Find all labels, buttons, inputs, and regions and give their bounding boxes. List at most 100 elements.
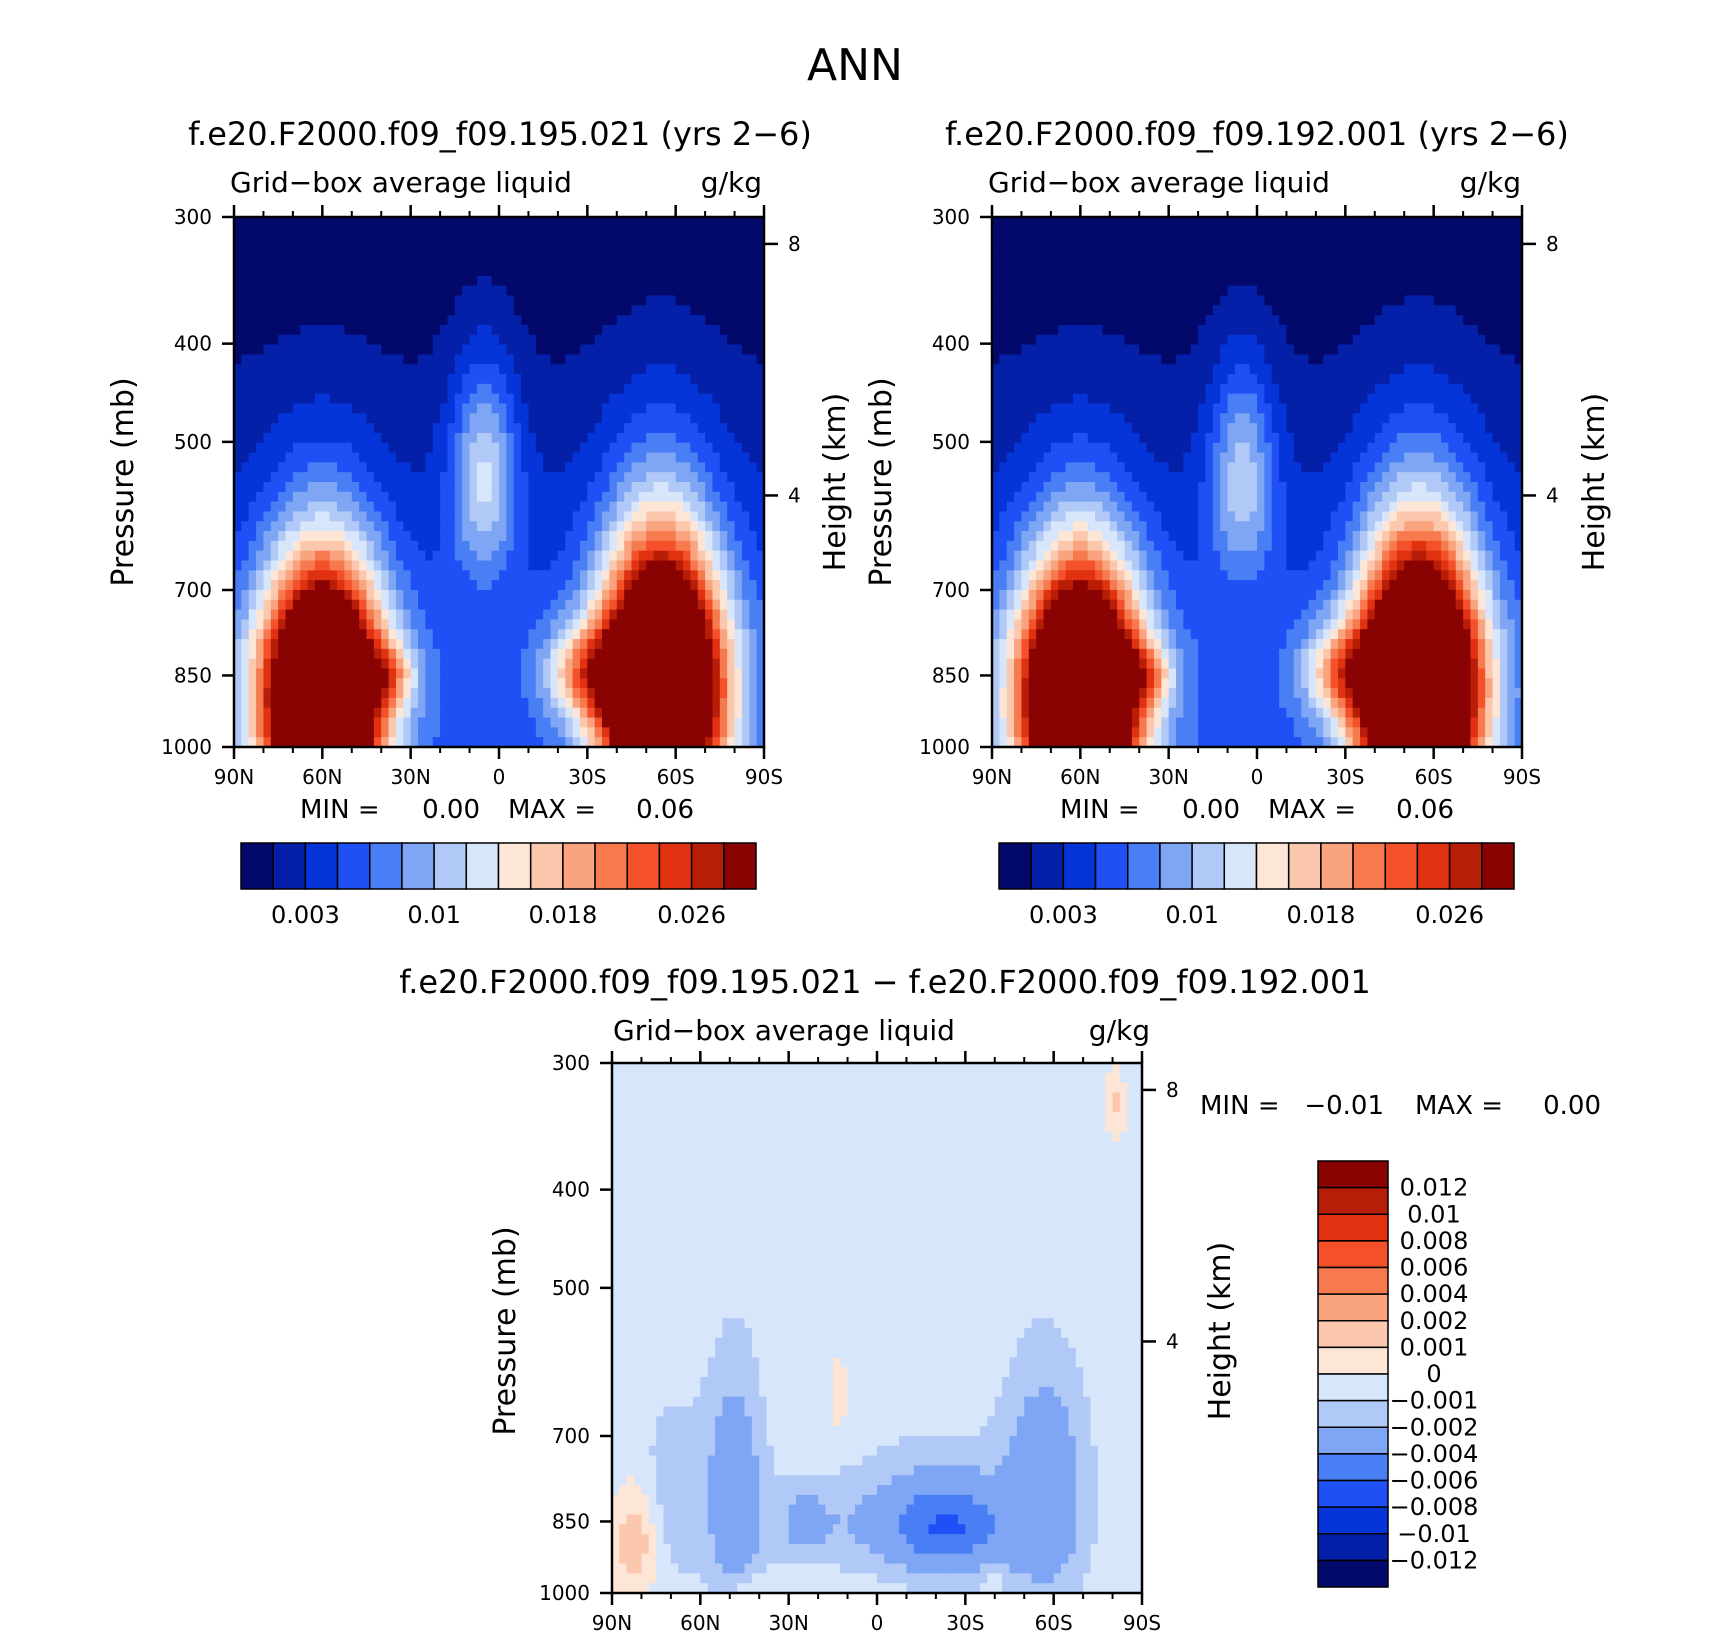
heatmap-cell (675, 482, 684, 493)
heatmap-cell (690, 236, 699, 248)
heatmap-cell (234, 226, 242, 238)
heatmap-cell (727, 354, 736, 365)
heatmap-cell (756, 442, 765, 454)
heatmap-cell (366, 482, 375, 493)
heatmap-cell (241, 648, 250, 660)
heatmap-cell (337, 383, 346, 395)
heatmap-cell (1441, 236, 1449, 248)
heatmap-cell (285, 403, 294, 414)
heatmap-cell (263, 648, 272, 660)
heatmap-cell (705, 364, 714, 375)
heatmap-cell (307, 707, 316, 719)
heatmap-cell (462, 334, 471, 346)
heatmap-cell (307, 324, 316, 336)
heatmap-cell (506, 688, 515, 699)
heatmap-cell (992, 256, 1000, 267)
heatmap-cell (1433, 246, 1442, 257)
heatmap-cell (697, 550, 706, 562)
heatmap-cell (521, 501, 530, 513)
heatmap-cell (557, 334, 566, 346)
heatmap-cell (1242, 305, 1251, 316)
heatmap-cell (712, 383, 721, 395)
heatmap-cell (557, 285, 566, 297)
heatmap-cell (675, 285, 684, 297)
heatmap-cell (425, 639, 434, 650)
heatmap-cell (513, 678, 522, 689)
heatmap-cell (395, 374, 404, 385)
heatmap-cell (381, 275, 390, 287)
heatmap-cell (373, 217, 382, 228)
heatmap-cell (1308, 344, 1317, 355)
heatmap-cell (579, 678, 588, 689)
heatmap-cell (425, 707, 434, 719)
heatmap-cell (624, 324, 633, 336)
heatmap-cell (609, 462, 618, 473)
heatmap-cell (359, 737, 368, 748)
heatmap-cell (1102, 256, 1111, 267)
heatmap-cell (690, 697, 699, 709)
heatmap-cell (543, 580, 552, 591)
heatmap-cell (1227, 275, 1236, 287)
heatmap-cell (307, 217, 316, 228)
heatmap-cell (653, 315, 662, 326)
heatmap-cell (521, 295, 530, 306)
heatmap-cell (1477, 344, 1486, 355)
heatmap-cell (697, 717, 706, 728)
heatmap-cell (602, 531, 611, 542)
heatmap-cell (403, 678, 412, 689)
heatmap-cell (263, 521, 272, 532)
heatmap-cell (322, 374, 331, 385)
heatmap-cell (513, 697, 522, 709)
heatmap-cell (572, 266, 581, 277)
heatmap-cell (381, 482, 390, 493)
heatmap-cell (506, 717, 515, 728)
heatmap-cell (602, 285, 611, 297)
heatmap-cell (1345, 217, 1354, 228)
heatmap-cell (256, 246, 265, 257)
heatmap-cell (587, 364, 596, 375)
heatmap-cell (749, 727, 758, 738)
heatmap-cell (513, 472, 522, 483)
heatmap-cell (712, 648, 721, 660)
heatmap-cell (727, 540, 736, 552)
heatmap-cell (690, 511, 699, 522)
heatmap-cell (653, 501, 662, 513)
heatmap-cell (1212, 334, 1221, 346)
heatmap-cell (1360, 295, 1369, 306)
heatmap-cell (609, 707, 618, 719)
heatmap-cell (638, 482, 647, 493)
heatmap-cell (587, 285, 596, 297)
heatmap-cell (1220, 295, 1229, 306)
heatmap-cell (1382, 344, 1391, 355)
heatmap-cell (550, 629, 559, 640)
heatmap-cell (528, 344, 537, 355)
heatmap-cell (616, 344, 625, 355)
heatmap-cell (572, 619, 581, 630)
heatmap-cell (307, 589, 316, 601)
heatmap-cell (1448, 236, 1457, 248)
heatmap-cell (1227, 236, 1236, 248)
heatmap-cell (1205, 275, 1214, 287)
heatmap-cell (366, 374, 375, 385)
heatmap-cell (410, 266, 419, 277)
heatmap-cell (381, 236, 390, 248)
heatmap-cell (263, 501, 272, 513)
heatmap-cell (329, 599, 338, 611)
heatmap-cell (440, 609, 449, 620)
heatmap-cell (999, 236, 1008, 248)
heatmap-cell (521, 678, 530, 689)
heatmap-cell (1080, 217, 1089, 228)
heatmap-cell (712, 452, 721, 463)
heatmap-cell (476, 619, 485, 630)
heatmap-cell (403, 364, 412, 375)
heatmap-cell (550, 639, 559, 650)
heatmap-cell (314, 639, 323, 650)
heatmap-cell (609, 491, 618, 503)
heatmap-cell (1036, 217, 1045, 228)
heatmap-cell (683, 413, 691, 424)
heatmap-cell (550, 226, 559, 238)
heatmap-cell (1374, 344, 1383, 355)
heatmap-cell (278, 599, 287, 611)
heatmap-cell (454, 521, 463, 532)
heatmap-cell (469, 678, 478, 689)
